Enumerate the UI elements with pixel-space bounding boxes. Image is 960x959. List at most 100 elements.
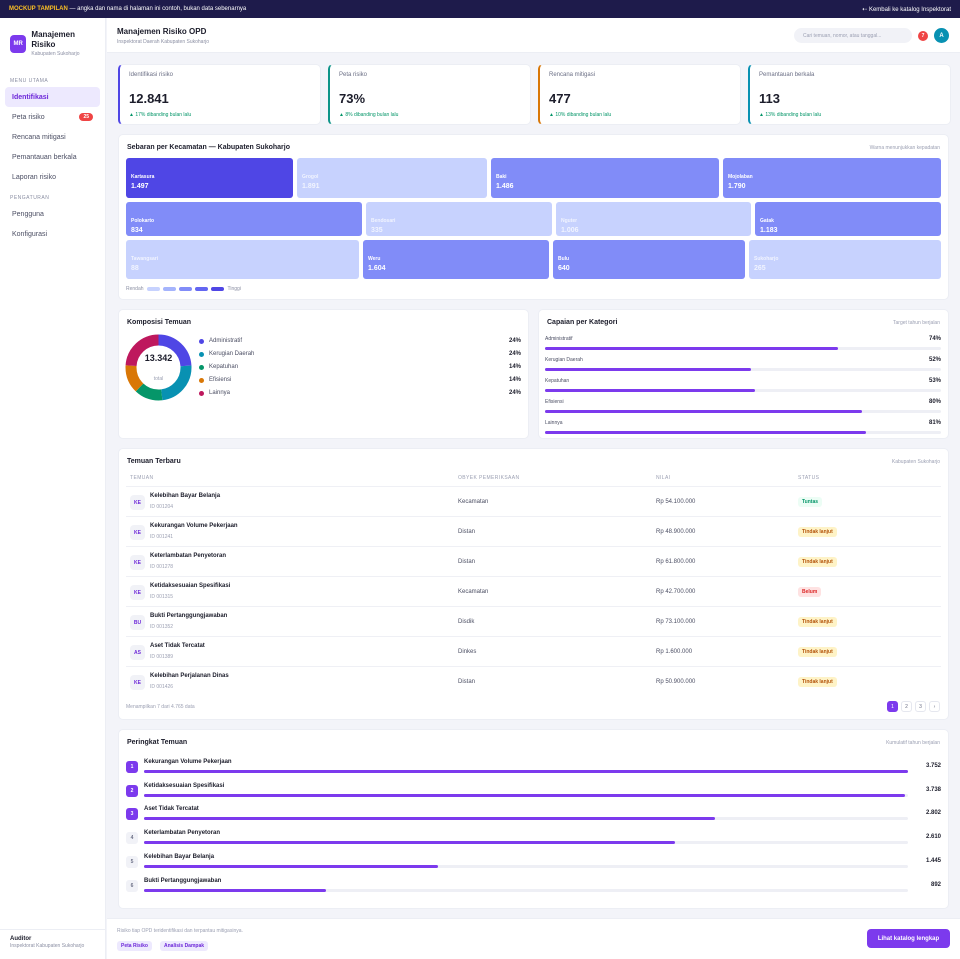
tile-value: 88 [131,265,139,272]
sidebar-item-label: Rencana mitigasi [12,133,66,141]
finding-object: Distan [458,679,476,685]
capaian-card: Capaian per Kategori Target tahun berjal… [538,309,949,439]
capaian-label: Kepatuhan [545,378,570,384]
sidebar-item-pengguna[interactable]: Pengguna [0,204,105,224]
treemap-tile[interactable]: Sukoharjo 265 [749,240,941,279]
composition-legend-item: Administratif 24% [199,338,521,344]
back-to-catalog-link[interactable]: ⇠ Kembali ke katalog Inspektorat [862,6,951,13]
ranking-row[interactable]: 1 Kekurangan Volume Pekerjaan 3.752 [126,759,941,781]
finding-object: Dinkes [458,649,477,655]
ranking-row[interactable]: 6 Bukti Pertanggungjawaban 892 [126,878,941,900]
catalog-button[interactable]: Lihat katalog lengkap [867,929,950,948]
legend-label: Lainnya [209,390,231,396]
finding-value: Rp 54.100.000 [656,499,696,505]
treemap-tile[interactable]: Gatak 1.183 [755,202,941,236]
search-input[interactable]: Cari temuan, nomor, atau tanggal... [794,28,912,43]
table-row[interactable]: BU Bukti Pertanggungjawaban ID 001352 Disdi… [126,606,941,636]
finding-title: Ketidaksesuaian Spesifikasi [150,583,231,589]
status-badge: Tuntas [798,497,823,507]
column-header-nilai: NILAI [656,475,671,481]
kpi-card-peta-risiko[interactable]: Peta risiko 73% ▲ 8% dibanding bulan lal… [328,64,531,125]
treemap-tile[interactable]: Bulu 640 [553,240,745,279]
table-row[interactable]: KE Ketidaksesuaian Spesifikasi ID 001315 Ke… [126,576,941,606]
treemap-tile[interactable]: Nguter 1.006 [556,202,751,236]
ranking-row[interactable]: 4 Keterlambatan Penyetoran 2.610 [126,830,941,852]
table-row[interactable]: AS Aset Tidak Tercatat ID 001389 Dinkes Rp 1… [126,636,941,666]
finding-icon: KE [130,585,145,600]
banner-message: — angka dan nama di halaman ini contoh, … [67,6,247,12]
treemap-tile[interactable]: Weru 1.604 [363,240,549,279]
ranking-row[interactable]: 5 Kelebihan Bayar Belanja 1.445 [126,854,941,876]
kpi-card-rencana-mitigasi[interactable]: Rencana mitigasi 477 ▲ 10% dibanding bul… [538,64,741,125]
rank-track [144,888,908,892]
page-2-button[interactable]: 2 [901,701,912,712]
kpi-card-pemantauan[interactable]: Pemantauan berkala 113 ▲ 13% dibanding b… [748,64,951,125]
progress-fill [545,347,839,350]
capaian-row: Efisiensi 80% [545,399,941,413]
rank-bar [144,864,439,868]
rank-bar [144,817,715,821]
donut-total: 13.342 [144,353,173,363]
chip-peta-risiko[interactable]: Peta Risiko [117,941,152,951]
treemap-tile[interactable]: Mojolaban 1.790 [723,158,941,198]
sidebar-item-pemantauan-berkala[interactable]: Pemantauan berkala [0,147,105,167]
capaian-pct: 53% [928,378,941,384]
peringkat-title: Peringkat Temuan [127,739,188,746]
rank-value: 2.610 [925,834,941,841]
legend-label: Kepatuhan [209,364,239,370]
sidebar-item-peta-risiko[interactable]: Peta risiko 25 [0,107,105,127]
donut-slice [125,334,192,401]
donut-slice [125,334,192,401]
table-row[interactable]: KE Kelebihan Perjalanan Dinas ID 001426 Dis… [126,666,941,696]
table-row[interactable]: KE Kelebihan Bayar Belanja ID 001204 Kecama… [126,486,941,516]
tile-value: 1.497 [131,183,149,190]
table-row[interactable]: KE Kekurangan Volume Pekerjaan ID 001241 Di… [126,516,941,546]
sidebar-item-rencana-mitigasi[interactable]: Rencana mitigasi [0,127,105,147]
rank-label: Kelebihan Bayar Belanja [144,853,215,860]
treemap-tile[interactable]: Polokarto 834 [126,202,362,236]
page-3-button[interactable]: 3 [915,701,926,712]
density-legend: Rendah Tinggi [126,286,241,292]
tile-value: 265 [754,265,766,272]
table-row[interactable]: KE Keterlambatan Penyetoran ID 001278 Dista… [126,546,941,576]
sidebar-item-label: Konfigurasi [12,230,48,238]
tile-name: Tawangsari [131,256,159,262]
legend-pct: 24% [508,390,521,396]
sidebar-item-konfigurasi[interactable]: Konfigurasi [0,224,105,244]
avatar[interactable]: A [934,28,949,43]
capaian-pct: 74% [928,336,941,342]
sidebar-item-laporan-risiko[interactable]: Laporan risiko [0,167,105,187]
ranking-row[interactable]: 3 Aset Tidak Tercatat 2.802 [126,806,941,828]
capaian-pct: 52% [928,357,941,363]
progress-track [545,431,941,434]
donut-total-label: total [153,376,164,382]
sidebar-section-settings: PENGATURAN [10,195,50,201]
sidebar-item-identifikasi[interactable]: Identifikasi [5,87,100,107]
legend-pct: 14% [508,377,521,383]
next-page-button[interactable]: › [929,701,940,712]
finding-id: ID 001352 [150,624,174,630]
status-badge: Tindak lanjut [798,617,837,627]
kpi-card-identifikasi[interactable]: Identifikasi risiko 12.841 ▲ 17% dibandi… [118,64,321,125]
capaian-row-header: Kerugian Daerah 52% [545,357,941,363]
notification-badge[interactable]: 7 [918,31,928,41]
chip-analisis-dampak[interactable]: Analisis Dampak [160,941,209,951]
progress-track [545,347,941,350]
rank-number: 2 [126,784,138,797]
treemap-tile[interactable]: Tawangsari 88 [126,240,359,279]
legend-label: Kerugian Daerah [209,351,255,357]
peringkat-note: Kumulatif tahun berjalan [886,740,940,746]
komposisi-title: Komposisi Temuan [127,319,192,326]
treemap-tile[interactable]: Bendosari 335 [366,202,552,236]
treemap-tile[interactable]: Kartasura 1.497 [126,158,293,198]
count-badge: 25 [79,113,93,121]
tile-name: Bulu [558,256,570,262]
page-subtitle: Inspektorat Daerah Kabupaten Sukoharjo [117,39,210,45]
rank-track [144,793,908,797]
page-1-button[interactable]: 1 [887,701,898,712]
tile-value: 1.604 [368,265,386,272]
treemap-tile[interactable]: Grogol 1.891 [297,158,487,198]
ranking-row[interactable]: 2 Ketidaksesuaian Spesifikasi 3.738 [126,783,941,805]
capaian-label: Efisiensi [545,399,564,405]
treemap-tile[interactable]: Baki 1.486 [491,158,719,198]
